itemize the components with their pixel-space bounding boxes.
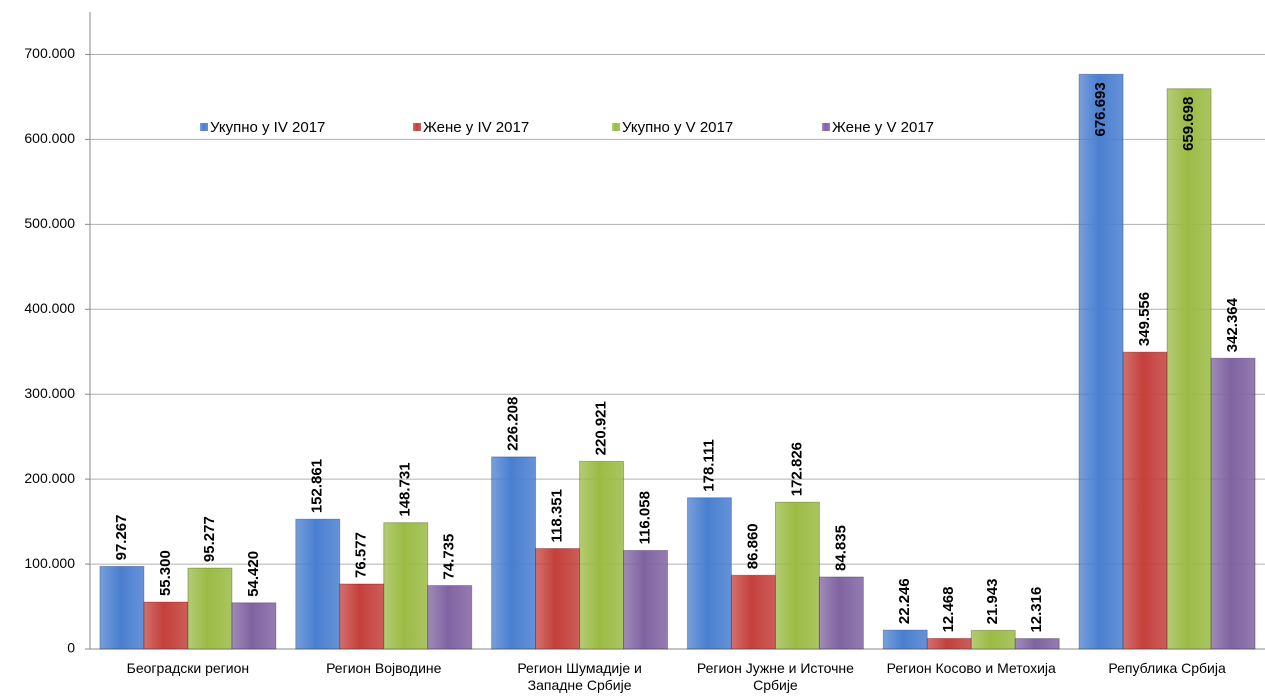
bar <box>339 583 385 650</box>
value-label: 349.556 <box>1136 292 1153 346</box>
bar <box>1210 357 1256 650</box>
bar <box>1014 638 1060 650</box>
x-tick-label: Београдски регион <box>126 660 250 676</box>
bar <box>187 567 233 650</box>
value-label: 12.316 <box>1028 587 1045 633</box>
value-label: 54.420 <box>245 551 262 597</box>
value-label: 342.364 <box>1224 297 1241 352</box>
bar <box>535 547 581 650</box>
value-label: 84.835 <box>832 525 849 571</box>
bar <box>818 576 864 650</box>
legend-label: Укупно у V 2017 <box>622 119 733 136</box>
bar <box>774 501 820 650</box>
legend-swatch <box>612 123 620 131</box>
x-tick-label: Регион Косово и Метохија <box>886 660 1056 676</box>
bar <box>427 585 473 650</box>
bar <box>143 601 189 650</box>
value-label: 152.861 <box>309 459 326 513</box>
value-label: 116.058 <box>637 491 654 544</box>
bar <box>99 565 145 650</box>
value-label: 676.693 <box>1092 82 1109 136</box>
x-tick-label: Република Србија <box>1108 660 1226 676</box>
value-label: 21.943 <box>984 578 1001 624</box>
value-label: 172.826 <box>788 442 805 496</box>
value-label: 86.860 <box>744 523 761 569</box>
legend-label: Укупно у IV 2017 <box>210 119 325 136</box>
bar <box>970 629 1016 650</box>
value-label: 659.698 <box>1180 97 1197 151</box>
value-label: 178.111 <box>700 439 717 492</box>
bar <box>491 456 537 650</box>
x-tick-label: Регион Војводине <box>326 660 442 676</box>
y-tick-label: 600.000 <box>24 130 75 146</box>
bar <box>383 522 429 650</box>
value-label: 76.577 <box>353 532 370 578</box>
bar <box>295 518 341 650</box>
x-tick-label: Регион Шумадије и Западне Србије <box>517 660 642 693</box>
bar <box>926 637 972 650</box>
value-label: 97.267 <box>113 514 130 560</box>
bar <box>1122 351 1168 650</box>
y-tick-label: 700.000 <box>24 45 75 61</box>
value-label: 74.735 <box>441 534 458 580</box>
value-label: 55.300 <box>157 550 174 596</box>
value-label: 118.351 <box>549 489 566 542</box>
x-tick-label: Регион Јужне и Источне Србије <box>696 660 854 693</box>
y-tick-label: 400.000 <box>24 300 75 316</box>
value-label: 226.208 <box>505 397 522 451</box>
value-label: 220.921 <box>593 401 610 455</box>
bar <box>623 549 669 650</box>
value-label: 22.246 <box>896 578 913 624</box>
bar <box>730 574 776 650</box>
y-tick-label: 300.000 <box>24 385 75 401</box>
legend-swatch <box>413 123 421 131</box>
value-label: 95.277 <box>201 516 218 562</box>
bar <box>579 460 625 650</box>
legend-swatch <box>200 123 208 131</box>
value-label: 12.468 <box>940 587 957 633</box>
y-tick-label: 500.000 <box>24 215 75 231</box>
bar <box>231 602 277 650</box>
y-tick-label: 100.000 <box>24 555 75 571</box>
legend-label: Жене у V 2017 <box>832 119 934 136</box>
bar <box>686 497 732 650</box>
bar <box>1166 88 1212 650</box>
bar <box>1078 73 1124 650</box>
legend-label: Жене у IV 2017 <box>423 119 529 136</box>
bar <box>882 629 928 650</box>
value-label: 148.731 <box>397 462 414 516</box>
y-tick-label: 0 <box>67 640 75 656</box>
y-tick-label: 200.000 <box>24 470 75 486</box>
legend-swatch <box>822 123 830 131</box>
